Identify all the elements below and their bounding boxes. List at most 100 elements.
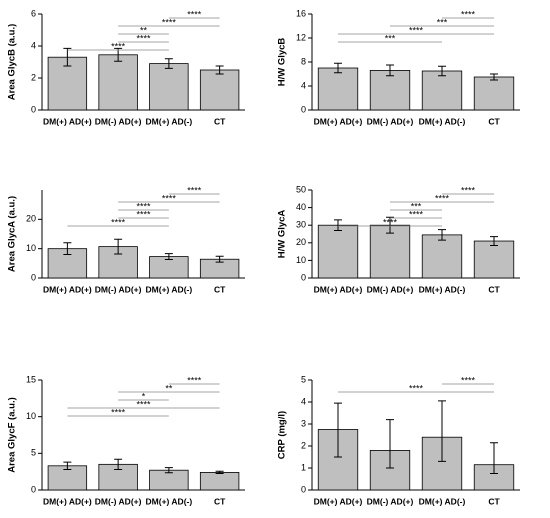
y-tick-label: 12 bbox=[296, 32, 306, 42]
significance-label: **** bbox=[461, 375, 476, 385]
x-tick-label: DM(+) AD(-) bbox=[419, 284, 466, 294]
y-tick-label: 0 bbox=[301, 104, 306, 114]
error-bar bbox=[164, 467, 173, 474]
x-tick-label: DM(-) AD(+) bbox=[367, 284, 414, 294]
error-bar bbox=[438, 65, 446, 77]
x-tick-label: DM(+) AD(+) bbox=[43, 284, 92, 294]
error-bar bbox=[438, 400, 446, 462]
significance-label: **** bbox=[187, 375, 202, 385]
y-tick-label: 2 bbox=[301, 440, 306, 450]
error-bar bbox=[334, 402, 342, 458]
x-tick-label: DM(-) AD(+) bbox=[95, 284, 142, 294]
error-bar bbox=[386, 419, 394, 469]
y-axis-label: Area GlycA (a.u.) bbox=[7, 196, 18, 272]
x-tick-label: CT bbox=[488, 284, 500, 294]
significance-label: **** bbox=[136, 399, 151, 409]
error-bar bbox=[114, 47, 123, 62]
error-bar bbox=[63, 47, 72, 67]
y-tick-label: 4 bbox=[31, 40, 36, 50]
y-tick-label: 0 bbox=[301, 272, 306, 282]
x-tick-label: CT bbox=[214, 284, 226, 294]
x-tick-label: DM(+) AD(-) bbox=[146, 284, 193, 294]
x-tick-label: DM(+) AD(+) bbox=[314, 116, 363, 126]
bar bbox=[199, 471, 240, 491]
error-bar bbox=[114, 238, 123, 255]
y-tick-label: 2 bbox=[31, 72, 36, 82]
significance-label: * bbox=[142, 391, 146, 401]
error-bar bbox=[63, 461, 72, 470]
x-tick-label: DM(-) AD(+) bbox=[95, 496, 142, 506]
bar bbox=[369, 70, 411, 111]
bar bbox=[317, 67, 359, 111]
error-bar bbox=[386, 216, 394, 234]
error-bar bbox=[63, 242, 72, 256]
bar bbox=[473, 240, 515, 279]
significance-label: **** bbox=[136, 201, 151, 211]
y-tick-label: 10 bbox=[296, 255, 306, 265]
error-bar bbox=[490, 442, 498, 474]
error-bar bbox=[438, 229, 446, 241]
bar bbox=[369, 224, 411, 279]
x-tick-label: CT bbox=[488, 496, 500, 506]
y-tick-label: 30 bbox=[296, 220, 306, 230]
significance-label: **** bbox=[409, 25, 424, 35]
significance-label: **** bbox=[162, 17, 177, 27]
significance-label: **** bbox=[409, 383, 424, 393]
significance-label: **** bbox=[461, 185, 476, 195]
error-bar bbox=[164, 58, 173, 69]
x-tick-label: DM(+) AD(+) bbox=[43, 496, 92, 506]
significance-label: **** bbox=[187, 9, 202, 19]
y-tick-label: 20 bbox=[296, 237, 306, 247]
significance-label: *** bbox=[437, 17, 448, 27]
y-tick-label: 5 bbox=[301, 374, 306, 384]
bar bbox=[317, 224, 359, 279]
significance-label: **** bbox=[111, 41, 126, 51]
y-tick-label: 4 bbox=[301, 396, 306, 406]
x-tick-label: DM(+) AD(-) bbox=[146, 116, 193, 126]
error-bar bbox=[386, 64, 394, 77]
significance-label: **** bbox=[409, 209, 424, 219]
error-bar bbox=[215, 470, 224, 474]
y-tick-label: 0 bbox=[301, 484, 306, 494]
x-tick-label: DM(+) AD(+) bbox=[314, 496, 363, 506]
x-tick-label: DM(+) AD(-) bbox=[419, 116, 466, 126]
y-tick-label: 50 bbox=[296, 184, 306, 194]
error-bar bbox=[334, 219, 342, 231]
y-tick-label: 10 bbox=[26, 243, 36, 253]
significance-label: ** bbox=[140, 25, 148, 35]
x-tick-label: DM(+) AD(+) bbox=[314, 284, 363, 294]
significance-label: **** bbox=[111, 407, 126, 417]
y-tick-label: 8 bbox=[301, 56, 306, 66]
significance-label: **** bbox=[383, 217, 398, 227]
x-tick-label: DM(-) AD(+) bbox=[367, 116, 414, 126]
y-tick-label: 15 bbox=[26, 374, 36, 384]
y-axis-label: Area GlycB (a.u.) bbox=[7, 24, 18, 101]
x-tick-label: DM(-) AD(+) bbox=[95, 116, 142, 126]
error-bar bbox=[334, 62, 342, 74]
significance-label: **** bbox=[461, 9, 476, 19]
error-bar bbox=[164, 253, 173, 261]
significance-label: **** bbox=[111, 217, 126, 227]
y-tick-label: 10 bbox=[26, 411, 36, 421]
x-tick-label: DM(-) AD(+) bbox=[367, 496, 414, 506]
bar bbox=[473, 76, 515, 111]
bar bbox=[421, 234, 463, 279]
x-tick-label: DM(+) AD(+) bbox=[43, 116, 92, 126]
y-tick-label: 16 bbox=[296, 8, 306, 18]
significance-label: **** bbox=[435, 193, 450, 203]
significance-label: **** bbox=[187, 185, 202, 195]
error-bar bbox=[490, 236, 498, 246]
significance-label: **** bbox=[162, 193, 177, 203]
y-tick-label: 4 bbox=[301, 80, 306, 90]
x-tick-label: CT bbox=[214, 496, 226, 506]
bar bbox=[98, 54, 138, 111]
y-tick-label: 3 bbox=[301, 418, 306, 428]
significance-label: **** bbox=[136, 33, 151, 43]
y-tick-label: 6 bbox=[31, 8, 36, 18]
x-tick-label: DM(+) AD(-) bbox=[146, 496, 193, 506]
bar bbox=[421, 70, 463, 111]
bar bbox=[149, 63, 189, 111]
error-bar bbox=[215, 65, 224, 75]
y-tick-label: 0 bbox=[31, 104, 36, 114]
